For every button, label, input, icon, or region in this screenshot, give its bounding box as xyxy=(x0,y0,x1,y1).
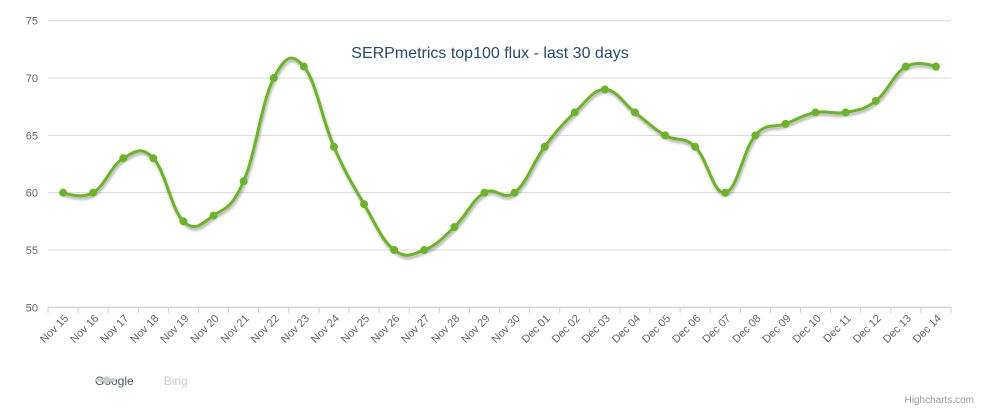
x-axis-label: Nov 17 xyxy=(98,313,131,346)
data-point-marker[interactable] xyxy=(179,217,188,226)
bing-series-symbol xyxy=(96,376,116,384)
data-point-marker[interactable] xyxy=(600,85,609,94)
x-axis-label: Dec 06 xyxy=(670,313,703,346)
data-point-marker[interactable] xyxy=(510,188,519,197)
y-axis-label: 50 xyxy=(26,302,38,314)
legend: Google Bing xyxy=(95,374,188,388)
x-axis-label: Dec 09 xyxy=(760,313,793,346)
data-point-marker[interactable] xyxy=(871,96,880,105)
data-point-marker[interactable] xyxy=(299,62,308,71)
x-axis-label: Dec 14 xyxy=(911,313,944,346)
x-axis-label: Dec 02 xyxy=(550,313,583,346)
x-axis-label: Dec 01 xyxy=(520,313,553,346)
data-point-marker[interactable] xyxy=(570,108,579,117)
x-axis-label: Nov 29 xyxy=(459,313,492,346)
y-axis-label: 70 xyxy=(26,73,38,85)
x-axis-label: Nov 23 xyxy=(279,313,312,346)
x-axis-label: Dec 04 xyxy=(610,313,643,346)
highcharts-credit[interactable]: Highcharts.com xyxy=(904,395,974,406)
x-axis-label: Dec 13 xyxy=(881,313,914,346)
x-axis-label: Nov 24 xyxy=(309,313,342,346)
data-point-marker[interactable] xyxy=(59,188,68,197)
x-axis-label: Nov 22 xyxy=(249,313,282,346)
data-point-marker[interactable] xyxy=(751,131,760,140)
x-axis-label: Nov 20 xyxy=(189,313,222,346)
x-axis-label: Dec 08 xyxy=(730,313,763,346)
x-axis-label: Nov 16 xyxy=(68,313,101,346)
x-axis-label: Nov 19 xyxy=(158,313,191,346)
x-axis-label: Dec 10 xyxy=(791,313,824,346)
y-axis-label: 65 xyxy=(26,130,38,142)
data-point-marker[interactable] xyxy=(811,108,820,117)
x-axis-label: Nov 25 xyxy=(339,313,372,346)
x-axis-label: Nov 30 xyxy=(490,313,523,346)
data-point-marker[interactable] xyxy=(540,142,549,151)
data-point-marker[interactable] xyxy=(931,62,940,71)
chart-title: SERPmetrics top100 flux - last 30 days xyxy=(351,45,628,62)
x-axis-label: Nov 27 xyxy=(399,313,432,346)
x-axis-label: Dec 11 xyxy=(821,313,854,346)
data-point-marker[interactable] xyxy=(239,177,248,186)
gridlines xyxy=(48,20,951,308)
y-axis-label: 55 xyxy=(26,245,38,257)
data-point-marker[interactable] xyxy=(901,62,910,71)
data-point-marker[interactable] xyxy=(661,131,670,140)
x-axis-label: Nov 15 xyxy=(38,313,71,346)
x-axis-label: Nov 18 xyxy=(128,313,161,346)
google-series xyxy=(59,56,940,257)
data-point-marker[interactable] xyxy=(209,211,218,220)
data-point-marker[interactable] xyxy=(450,223,459,232)
data-point-marker[interactable] xyxy=(781,119,790,128)
x-axis-label: Nov 28 xyxy=(429,313,462,346)
data-point-marker[interactable] xyxy=(691,142,700,151)
data-point-marker[interactable] xyxy=(420,245,429,254)
data-point-marker[interactable] xyxy=(630,108,639,117)
y-axis-label: 75 xyxy=(26,16,38,28)
data-point-marker[interactable] xyxy=(269,74,278,83)
x-axis-label: Nov 21 xyxy=(219,313,252,346)
x-axis-label: Nov 26 xyxy=(369,313,402,346)
data-point-marker[interactable] xyxy=(119,154,128,163)
y-axis-labels: 50 55 60 65 70 75 xyxy=(26,16,38,315)
x-axis-label: Dec 03 xyxy=(580,313,613,346)
y-axis-label: 60 xyxy=(26,188,38,200)
x-axis-label: Dec 07 xyxy=(700,313,733,346)
x-axis-label: Dec 05 xyxy=(640,313,673,346)
x-axis-label: Dec 12 xyxy=(851,313,884,346)
legend-label-bing: Bing xyxy=(163,374,188,388)
data-point-marker[interactable] xyxy=(480,188,489,197)
legend-item-bing[interactable]: Bing xyxy=(96,374,188,388)
data-point-marker[interactable] xyxy=(721,188,730,197)
data-point-marker[interactable] xyxy=(390,245,399,254)
data-point-marker[interactable] xyxy=(329,142,338,151)
data-point-marker[interactable] xyxy=(360,200,369,209)
data-point-marker[interactable] xyxy=(89,188,98,197)
google-series-line[interactable] xyxy=(61,56,938,257)
data-point-marker[interactable] xyxy=(841,108,850,117)
data-point-marker[interactable] xyxy=(149,154,158,163)
